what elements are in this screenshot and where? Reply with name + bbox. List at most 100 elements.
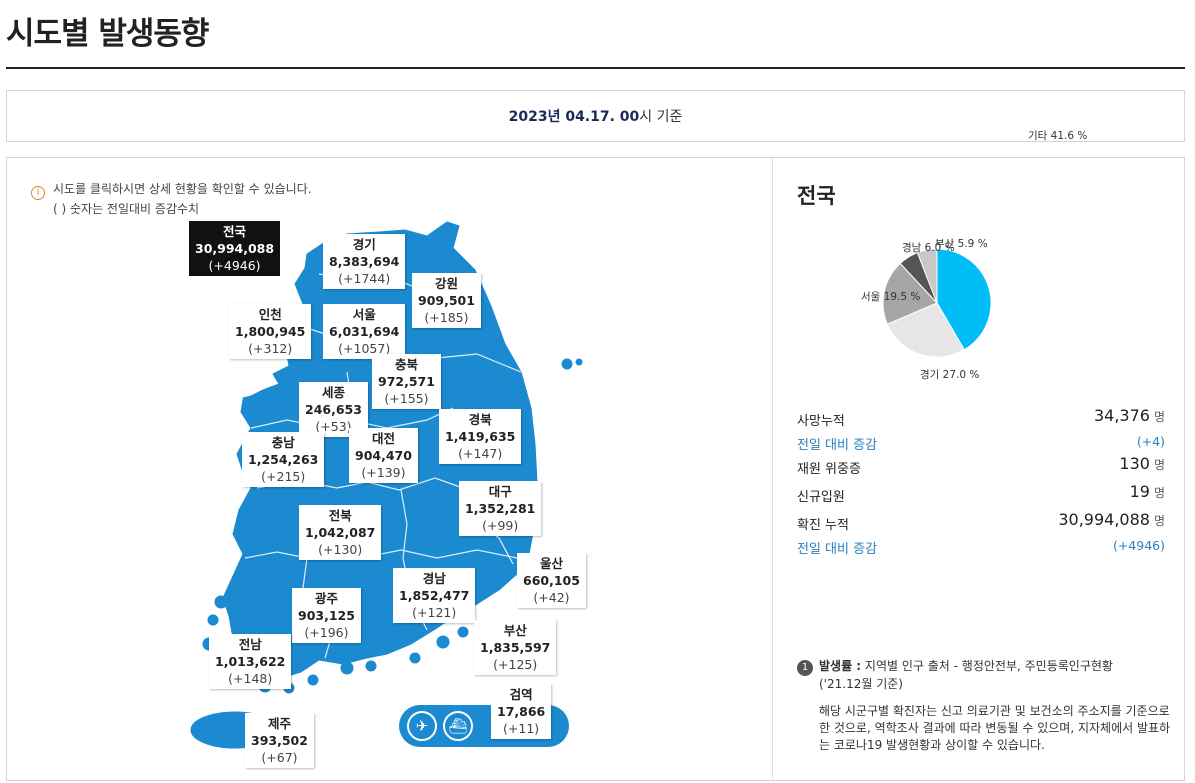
region-national[interactable]: 전국 30,994,088 (+4946) <box>189 221 281 276</box>
pie-slice-0 <box>936 248 992 351</box>
region-gyeongbuk[interactable]: 경북 1,419,635 (+147) <box>439 409 522 464</box>
region-name: 전북 <box>328 508 352 523</box>
info-icon: i <box>31 186 45 200</box>
map-island <box>340 661 354 675</box>
pie-slices <box>882 248 992 358</box>
side-title: 전국 <box>797 184 836 208</box>
stat-value: 19 <box>1129 482 1150 501</box>
region-value: 1,852,477 <box>399 588 470 603</box>
stat-value: 34,376 <box>1093 406 1150 425</box>
region-name: 울산 <box>539 556 563 571</box>
region-gyeonggi[interactable]: 경기 8,383,694 (+1744) <box>323 234 406 289</box>
region-gyeongnam[interactable]: 경남 1,852,477 (+121) <box>393 568 476 623</box>
footnote-title: 발생률 : <box>819 659 862 673</box>
region-quarantine[interactable]: 검역 17,866 (+11) <box>491 684 552 739</box>
region-diff: (+67) <box>261 750 298 765</box>
region-name: 서울 <box>352 307 376 322</box>
footnote: 1 발생률 : 지역별 인구 출처 - 행정안전부, 주민등록인구현황 ('21.… <box>797 658 1177 754</box>
region-name: 충북 <box>394 357 418 372</box>
region-chungbuk[interactable]: 충북 972,571 (+155) <box>372 354 441 409</box>
region-ulsan[interactable]: 울산 660,105 (+42) <box>517 553 586 608</box>
map-island-ulleung <box>561 358 573 370</box>
notice-line-2: ( ) 숫자는 전일대비 증감수치 <box>53 202 200 216</box>
region-diff: (+155) <box>384 391 429 406</box>
stat-label: 전일 대비 증감 <box>797 542 878 557</box>
region-jeonnam[interactable]: 전남 1,013,622 (+148) <box>209 634 292 689</box>
stat-cases: 확진 누적 30,994,088 명 <box>797 510 1165 534</box>
footnote-text-2: ('21.12월 기준) <box>819 677 903 691</box>
region-value: 1,013,622 <box>215 654 286 669</box>
stat-deaths: 사망누적 34,376 명 <box>797 406 1165 430</box>
map-island <box>365 660 377 672</box>
region-value: 1,254,263 <box>248 452 319 467</box>
region-diff: (+185) <box>424 310 469 325</box>
region-value: 972,571 <box>378 374 435 389</box>
region-name: 경북 <box>468 412 492 427</box>
panel-divider <box>772 158 773 780</box>
region-diff: (+196) <box>304 625 349 640</box>
region-name: 검역 <box>509 687 533 702</box>
region-value: 8,383,694 <box>329 254 400 269</box>
region-chungnam[interactable]: 충남 1,254,263 (+215) <box>242 432 325 487</box>
pie-label-seoul: 서울 19.5 % <box>861 291 921 303</box>
region-gangwon[interactable]: 강원 909,501 (+185) <box>412 273 481 328</box>
region-seoul[interactable]: 서울 6,031,694 (+1057) <box>323 304 406 359</box>
ship-icon: ⛴ <box>443 711 473 741</box>
region-diff: (+53) <box>315 419 352 434</box>
region-value: 1,835,597 <box>480 640 551 655</box>
footnote-description: 해당 시군구별 확진자는 신고 의료기관 및 보건소의 주소지를 기준으로 한 … <box>819 704 1171 752</box>
region-diff: (+215) <box>261 469 306 484</box>
region-diff: (+139) <box>361 465 406 480</box>
stat-deaths-diff: 전일 대비 증감 (+4) <box>797 430 1165 454</box>
region-value: 903,125 <box>298 608 355 623</box>
stat-label: 확진 누적 <box>797 518 849 533</box>
region-value: 1,352,281 <box>465 501 536 516</box>
region-diff: (+312) <box>248 341 293 356</box>
basis-suffix: 시 기준 <box>639 109 683 125</box>
region-value: 246,653 <box>305 402 362 417</box>
region-value: 30,994,088 <box>195 241 275 256</box>
region-name: 강원 <box>434 276 458 291</box>
stat-label: 신규입원 <box>797 490 845 505</box>
page-title: 시도별 발생동향 <box>6 16 209 52</box>
stat-unit: 명 <box>1153 486 1165 500</box>
footnote-number: 1 <box>797 660 813 676</box>
region-diff: (+148) <box>228 671 273 686</box>
basis-date-bar: 2023년 04.17. 00 시 기준 <box>6 90 1185 142</box>
region-value: 909,501 <box>418 293 475 308</box>
region-incheon[interactable]: 인천 1,800,945 (+312) <box>229 304 312 359</box>
region-daegu[interactable]: 대구 1,352,281 (+99) <box>459 481 542 536</box>
stat-unit: 명 <box>1153 458 1165 472</box>
stat-severe: 재원 위중증 130 명 <box>797 454 1165 478</box>
pie-slice-2 <box>882 262 938 325</box>
region-diff: (+99) <box>482 518 519 533</box>
region-busan[interactable]: 부산 1,835,597 (+125) <box>474 620 557 675</box>
pie-label-etc: 기타 41.6 % <box>1028 130 1088 142</box>
region-jeju[interactable]: 제주 393,502 (+67) <box>245 713 314 768</box>
stats-list: 사망누적 34,376 명 전일 대비 증감 (+4) 재원 위중증 130 명 신… <box>797 406 1165 558</box>
region-gwangju[interactable]: 광주 903,125 (+196) <box>292 588 361 643</box>
pie-slice-4 <box>916 248 938 304</box>
basis-date: 2023년 04.17. 00 <box>508 109 640 125</box>
stat-value: (+4) <box>1136 434 1165 449</box>
region-diff: (+11) <box>503 721 540 736</box>
region-diff: (+42) <box>533 590 570 605</box>
region-diff: (+125) <box>493 657 538 672</box>
region-jeonbuk[interactable]: 전북 1,042,087 (+130) <box>299 505 382 560</box>
stat-value: 30,994,088 <box>1058 510 1150 529</box>
status-panel: i 시도를 클릭하시면 상세 현황을 확인할 수 있습니다. ( ) 숫자는 전일… <box>6 130 1185 781</box>
region-name: 경남 <box>422 571 446 586</box>
pie-chart <box>882 248 992 358</box>
notice-line-1: 시도를 클릭하시면 상세 현황을 확인할 수 있습니다. <box>53 182 312 196</box>
region-name: 제주 <box>267 716 291 731</box>
region-daejeon[interactable]: 대전 904,470 (+139) <box>349 428 418 483</box>
map-island-taean <box>242 393 264 411</box>
region-sejong[interactable]: 세종 246,653 (+53) <box>299 382 368 437</box>
region-value: 1,800,945 <box>235 324 306 339</box>
map-notice: i 시도를 클릭하시면 상세 현황을 확인할 수 있습니다. ( ) 숫자는 전일… <box>31 180 312 219</box>
stat-cases-diff: 전일 대비 증감 (+4946) <box>797 534 1165 558</box>
pie-label-gyeonggi: 경기 27.0 % <box>920 369 980 381</box>
region-value: 904,470 <box>355 448 412 463</box>
pie-label-busan: 부산 5.9 % <box>935 238 988 250</box>
region-name: 전남 <box>238 637 262 652</box>
